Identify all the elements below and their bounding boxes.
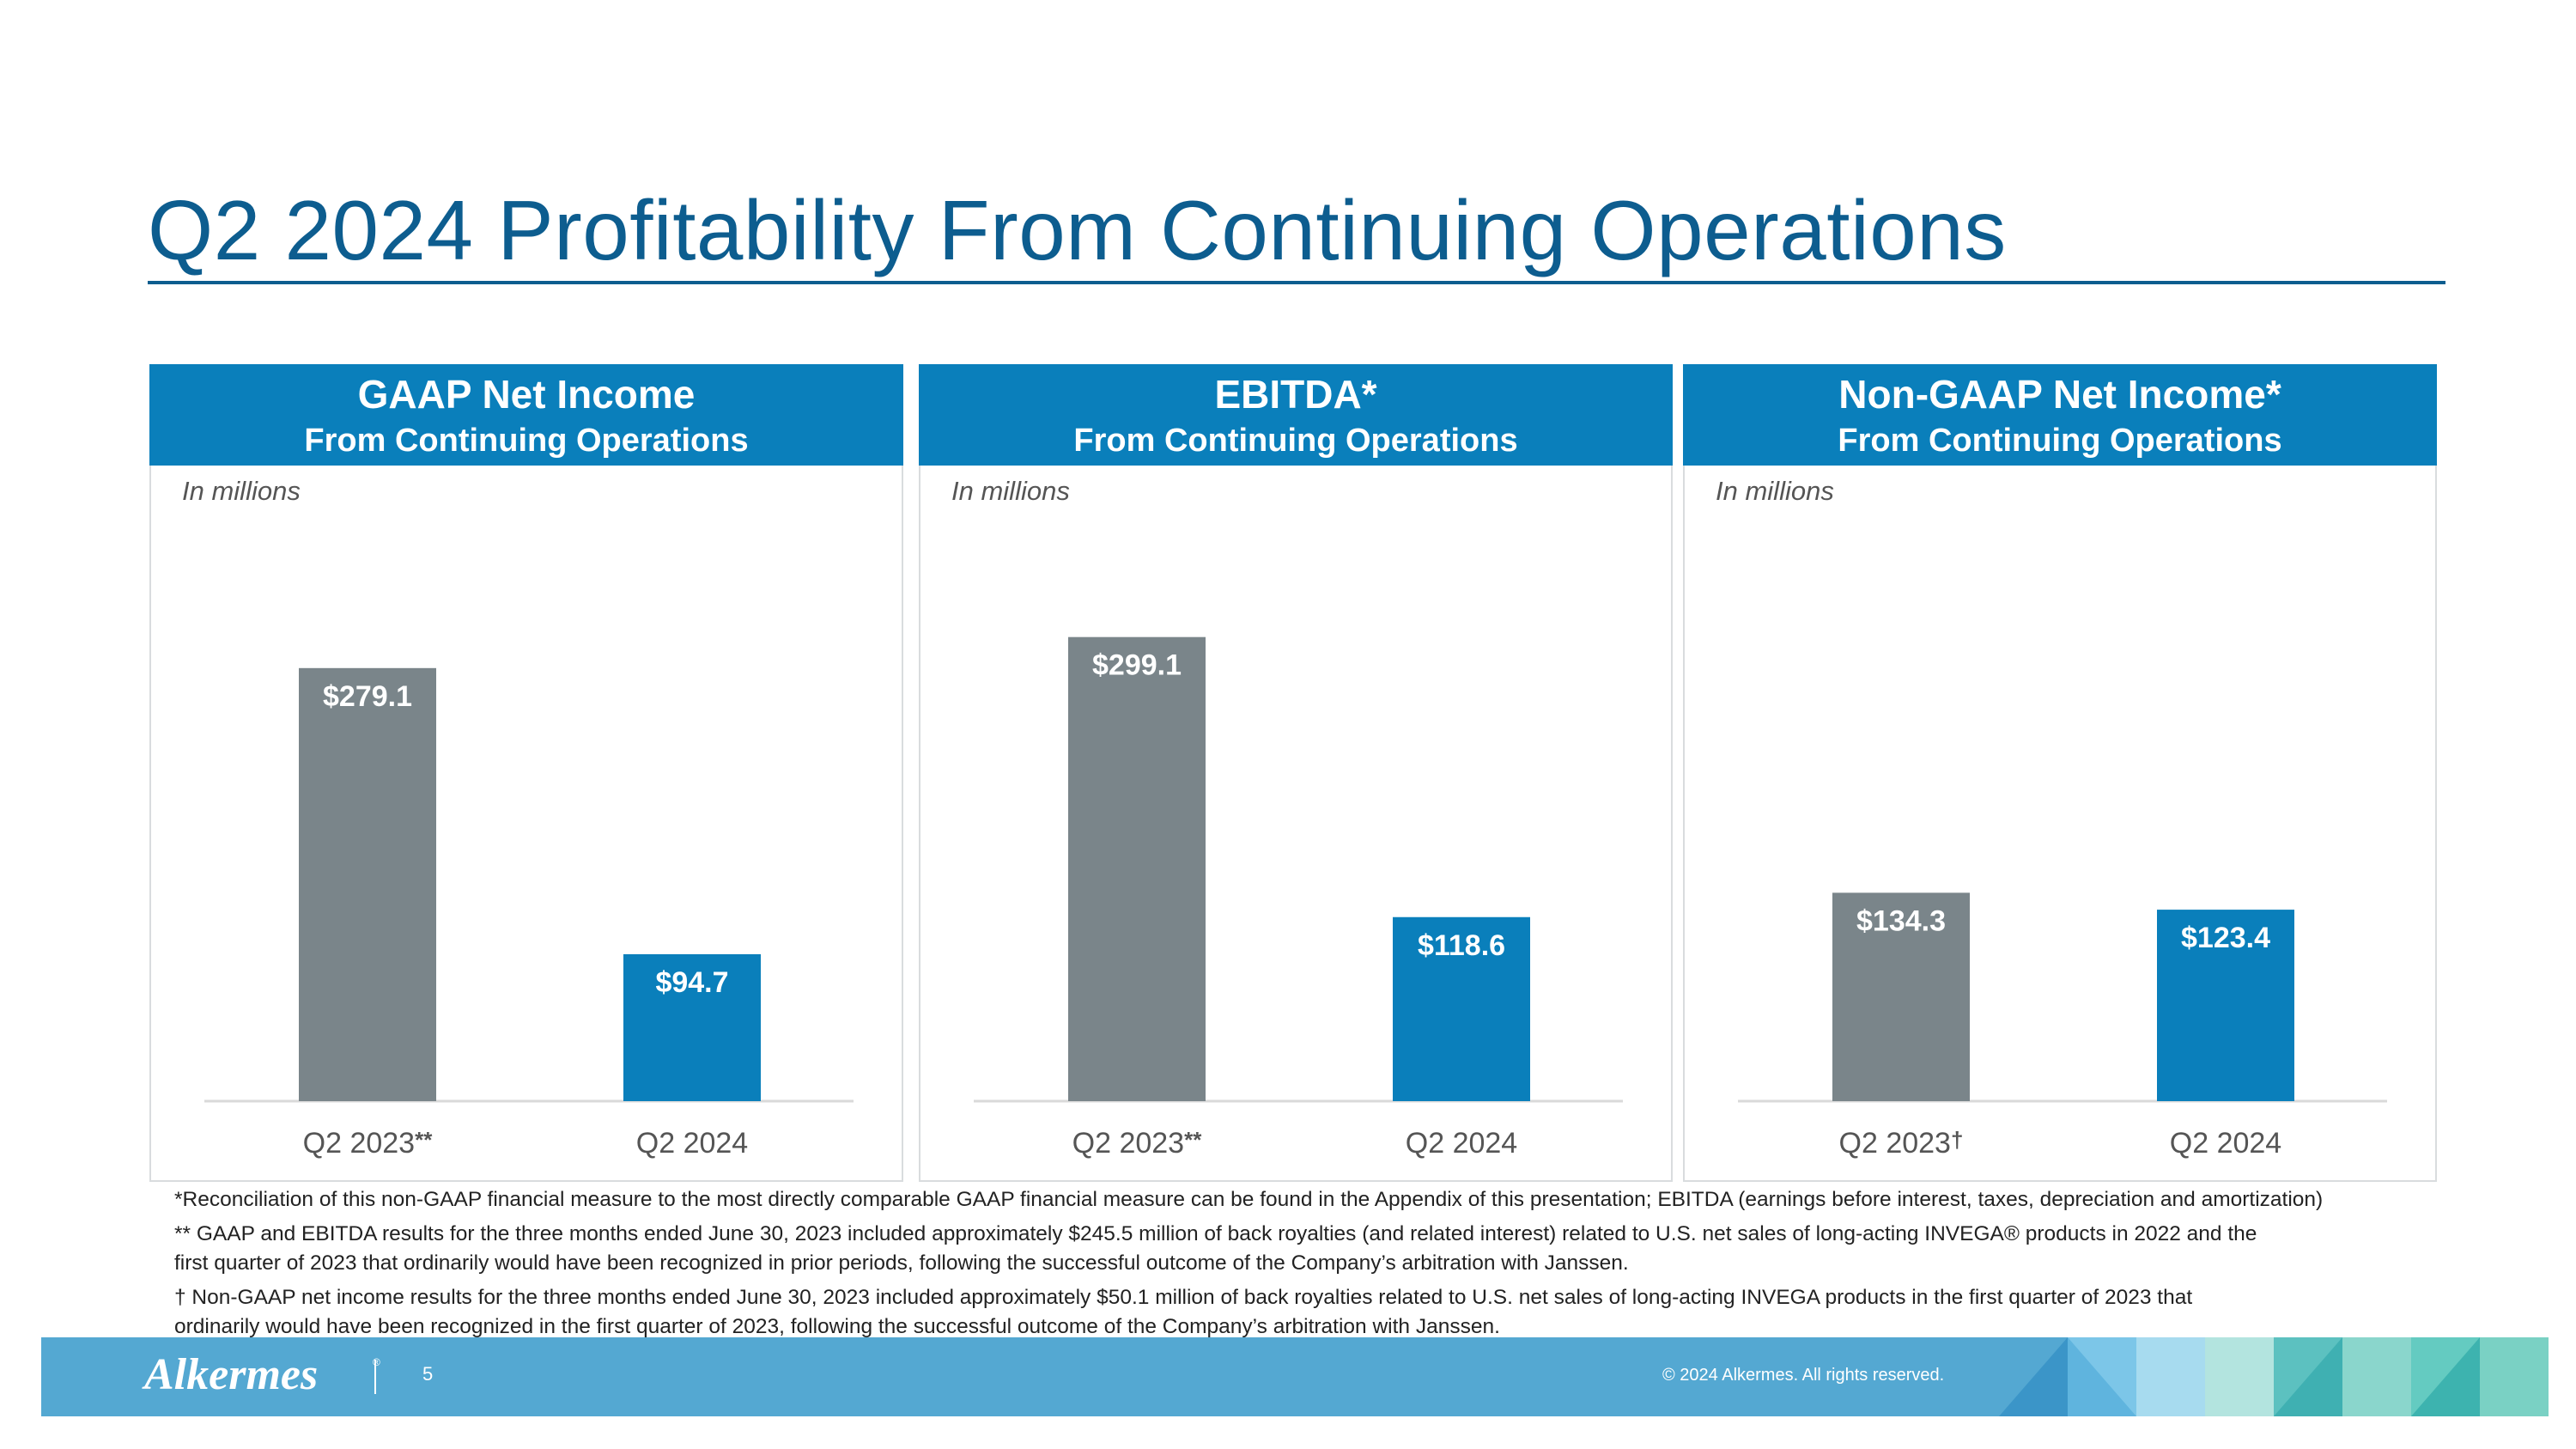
data-label: $123.4: [2181, 922, 2270, 954]
panel-subtitle: From Continuing Operations: [1838, 423, 2282, 459]
bar-prior: [1068, 636, 1206, 1101]
bar-current: [1393, 916, 1530, 1101]
footnote-line: ordinarily would have been recognized in…: [174, 1315, 1500, 1338]
copyright-text: © 2024 Alkermes. All rights reserved.: [1662, 1366, 1945, 1385]
panel-subtitle: From Continuing Operations: [1073, 423, 1518, 459]
chart-panel-non-gaap-net-income: Non-GAAP Net Income* From Continuing Ope…: [1683, 364, 2437, 1182]
title-rule: [148, 281, 2445, 284]
tick-label: Q2 2023**: [1072, 1127, 1203, 1160]
bar-chart-ebitda: $299.1 Q2 2023** $118.6 Q2 2024: [974, 636, 1623, 1160]
panel-subtitle: From Continuing Operations: [304, 423, 749, 459]
footnotes: *Reconciliation of this non-GAAP financi…: [174, 1185, 2493, 1347]
bar-current: [2157, 910, 2294, 1101]
panel-header: GAAP Net Income From Continuing Operatio…: [149, 364, 903, 466]
data-label: $94.7: [655, 966, 728, 999]
footnote-double-asterisk: ** GAAP and EBITDA results for the three…: [174, 1220, 2493, 1278]
alkermes-logo: Alkermes: [144, 1350, 319, 1399]
panel-header: Non-GAAP Net Income* From Continuing Ope…: [1683, 364, 2437, 466]
footnote-line: ** GAAP and EBITDA results for the three…: [174, 1222, 2257, 1245]
footnote-mark: **: [1184, 1127, 1202, 1153]
bar-current: [623, 953, 761, 1101]
tick-label: Q2 2023**: [303, 1127, 434, 1160]
unit-note: In millions: [951, 476, 1070, 506]
tick-label: Q2 2024: [2170, 1127, 2281, 1160]
panel-title: EBITDA*: [1214, 372, 1377, 417]
data-label: $118.6: [1418, 929, 1505, 962]
tick-label: Q2 2024: [1406, 1127, 1517, 1160]
footnote-reconciliation: *Reconciliation of this non-GAAP financi…: [174, 1188, 2324, 1211]
tick-label: Q2 2023†: [1839, 1127, 1964, 1160]
chart-panel-gaap-net-income: GAAP Net Income From Continuing Operatio…: [149, 364, 903, 1182]
decorative-triangles: [1999, 1337, 2549, 1416]
unit-note: In millions: [1716, 476, 1834, 506]
footnote-mark: **: [415, 1127, 433, 1153]
footnote-mark: †: [1951, 1127, 1963, 1153]
page-title: Q2 2024 Profitability From Continuing Op…: [148, 183, 2007, 277]
page-number: 5: [422, 1363, 434, 1385]
footnote-line: first quarter of 2023 that ordinarily wo…: [174, 1251, 1629, 1275]
unit-note: In millions: [182, 476, 301, 506]
panel-title: GAAP Net Income: [357, 372, 696, 417]
registered-mark: ®: [373, 1356, 380, 1368]
footer-bar: Alkermes ® 5 © 2024 Alkermes. All rights…: [41, 1337, 2549, 1416]
bar-chart-non-gaap-net-income: $134.3 Q2 2023† $123.4 Q2 2024: [1738, 892, 2387, 1160]
footer-divider: [374, 1360, 376, 1394]
tick-label: Q2 2024: [636, 1127, 748, 1160]
panel-title: Non-GAAP Net Income*: [1838, 372, 2281, 417]
bar-prior: [1832, 892, 1970, 1101]
footnote-line: † Non-GAAP net income results for the th…: [174, 1286, 2193, 1309]
data-label: $279.1: [323, 680, 412, 713]
bar-chart-gaap-net-income: $279.1 Q2 2023** $94.7 Q2 2024: [204, 667, 854, 1160]
data-label: $299.1: [1092, 649, 1182, 682]
footnote-dagger: † Non-GAAP net income results for the th…: [174, 1283, 2493, 1342]
data-label: $134.3: [1856, 904, 1946, 937]
chart-panel-ebitda: EBITDA* From Continuing Operations In mi…: [919, 364, 1673, 1182]
panel-header: EBITDA* From Continuing Operations: [919, 364, 1673, 466]
bar-prior: [299, 667, 436, 1101]
